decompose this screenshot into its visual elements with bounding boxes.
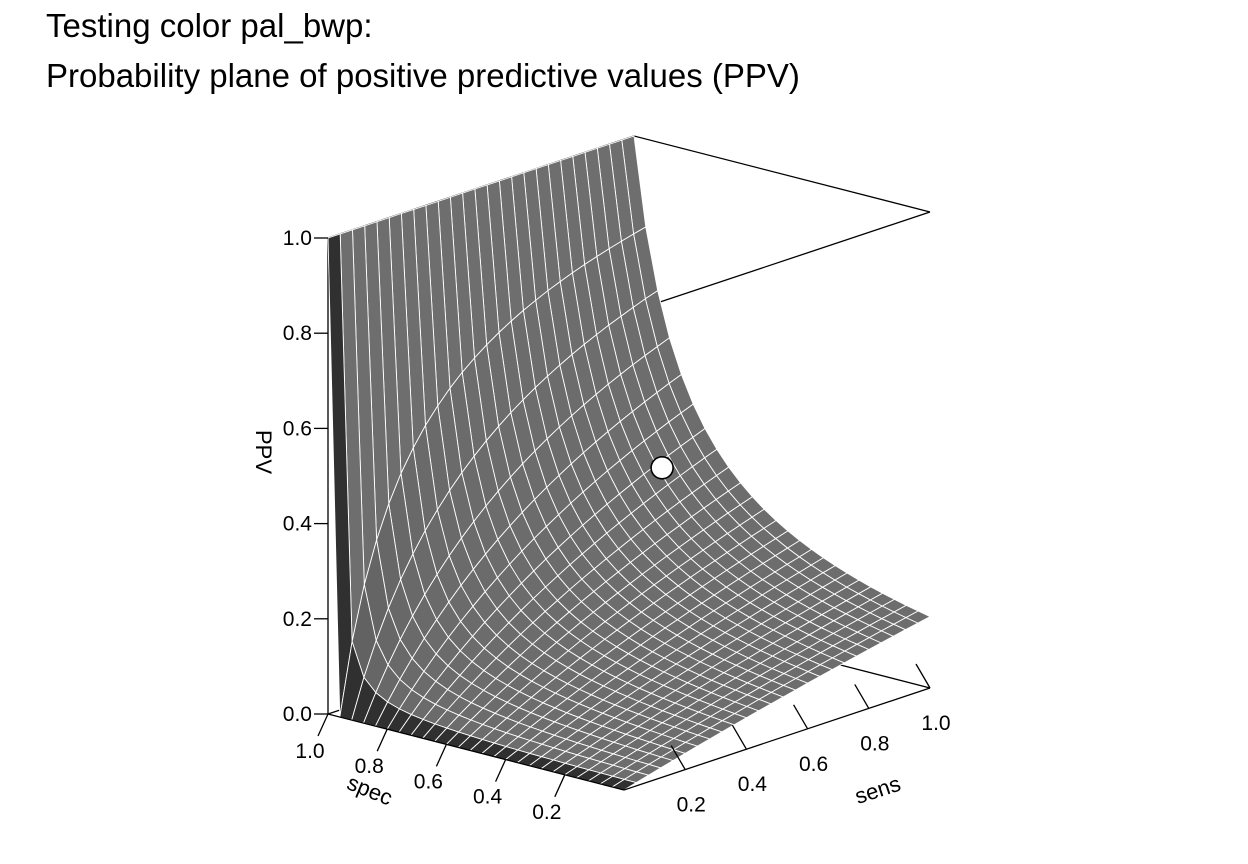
box-edge-floor-left [327, 713, 625, 791]
sens-tick-label: 0.2 [677, 794, 706, 817]
spec-tick [376, 728, 388, 752]
spec-tick [435, 744, 447, 767]
chart-title-line1: Testing color pal_bwp: [46, 7, 373, 44]
spec-tick-label: 0.2 [532, 801, 561, 824]
sens-tick-label: 0.6 [799, 753, 828, 776]
sens-tick [915, 663, 931, 689]
box-edge-floor-front [623, 687, 931, 791]
sens-tick [854, 684, 870, 709]
sens-tick [731, 724, 747, 750]
sens-tick-label: 0.8 [860, 732, 889, 755]
spec-axis-label: spec [344, 770, 396, 811]
spec-tick [317, 713, 329, 737]
spec-tick-label: 0.6 [414, 770, 443, 793]
z-tick-label: 0.8 [283, 322, 312, 345]
sens-tick [793, 704, 809, 730]
z-tick-label: 0.4 [283, 513, 313, 536]
z-tick-label: 0.0 [283, 703, 312, 726]
ppv-surface [327, 135, 932, 791]
axes: 0.0 0.2 0.4 0.6 0.8 1.0 0.2 0.4 0.6 0.8 1.0 0.2 0.4 0… [283, 227, 951, 824]
spec-tick-label: 0.4 [473, 786, 503, 809]
highlight-point [650, 455, 674, 480]
sens-tick [670, 745, 686, 770]
spec-tick-label: 1.0 [295, 740, 324, 763]
spec-tick [554, 774, 566, 798]
chart-title-line2: Probability plane of positive predictive… [46, 57, 800, 94]
sens-tick-label: 1.0 [921, 712, 950, 735]
box-edge-top-back-b [633, 135, 931, 213]
box-front-edges [327, 687, 931, 791]
box-edge-top-right [623, 211, 931, 315]
spec-tick [495, 759, 507, 782]
sens-tick-label: 0.4 [738, 773, 768, 796]
sens-axis-label: sens [852, 771, 904, 809]
z-tick-label: 0.6 [283, 417, 312, 440]
z-axis-label: PPV [251, 430, 276, 474]
spec-tick-label: 0.8 [355, 755, 384, 778]
z-tick-label: 1.0 [283, 227, 312, 250]
z-tick-label: 0.2 [283, 608, 312, 631]
